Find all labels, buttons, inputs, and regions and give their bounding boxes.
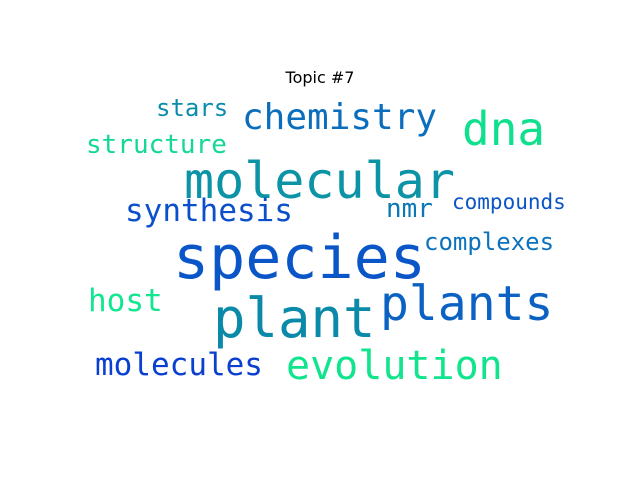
word-cloud: species plant molecular plants evolution… [80,88,576,400]
word-complexes: complexes [424,228,555,256]
word-chemistry: chemistry [242,97,438,138]
word-evolution: evolution [286,343,503,389]
word-nmr: nmr [386,194,433,224]
word-molecular: molecular [184,152,455,210]
word-dna: dna [462,102,546,156]
word-molecules: molecules [95,347,263,383]
word-host: host [88,283,163,319]
word-species: species [173,223,426,293]
word-structure: structure [86,130,227,160]
word-plant: plant [213,287,376,350]
word-stars: stars [156,94,229,122]
word-compounds: compounds [452,190,566,214]
word-synthesis: synthesis [125,193,293,229]
word-plants: plants [380,276,554,332]
figure-title: Topic #7 [285,68,355,87]
